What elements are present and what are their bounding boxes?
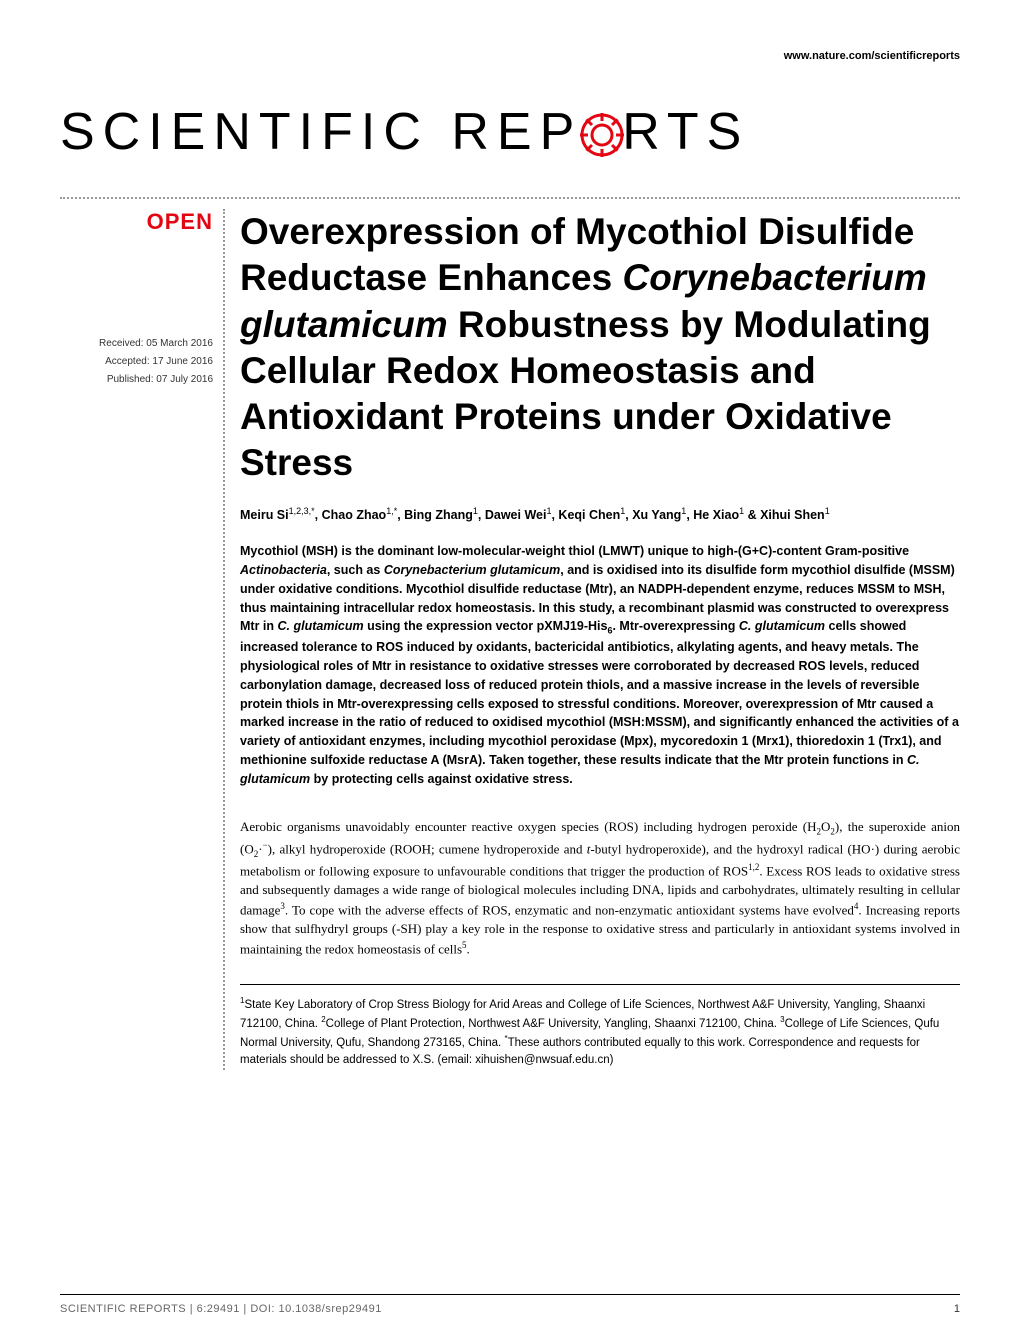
footer-citation: SCIENTIFIC REPORTS | 6:29491 | DOI: 10.1… bbox=[60, 1303, 382, 1315]
date-received: Received: 05 March 2016 bbox=[60, 335, 213, 353]
main-content: OPEN Received: 05 March 2016 Accepted: 1… bbox=[60, 209, 960, 1070]
affiliations-divider bbox=[240, 984, 960, 985]
left-column: OPEN Received: 05 March 2016 Accepted: 1… bbox=[60, 209, 225, 1070]
body-paragraph: Aerobic organisms unavoidably encounter … bbox=[240, 818, 960, 959]
page-footer: SCIENTIFIC REPORTS | 6:29491 | DOI: 10.1… bbox=[60, 1294, 960, 1315]
date-accepted: Accepted: 17 June 2016 bbox=[60, 353, 213, 371]
journal-logo: SCIENTIFIC REP RTS bbox=[60, 102, 960, 162]
footer-page-number: 1 bbox=[954, 1303, 960, 1315]
page-container: www.nature.com/scientificreports SCIENTI… bbox=[0, 0, 1020, 1340]
date-published: Published: 07 July 2016 bbox=[60, 371, 213, 389]
article-title: Overexpression of Mycothiol Disulfide Re… bbox=[240, 209, 960, 487]
logo-text-3: RTS bbox=[622, 103, 749, 161]
logo-text-2: REP bbox=[451, 103, 582, 161]
open-access-badge: OPEN bbox=[60, 209, 213, 235]
header-url[interactable]: www.nature.com/scientificreports bbox=[60, 50, 960, 62]
right-column: Overexpression of Mycothiol Disulfide Re… bbox=[240, 209, 960, 1070]
gear-icon bbox=[578, 111, 626, 159]
abstract: Mycothiol (MSH) is the dominant low-mole… bbox=[240, 542, 960, 788]
divider-top bbox=[60, 197, 960, 199]
logo-text-1: SCIENTIFIC bbox=[60, 103, 451, 161]
dates-block: Received: 05 March 2016 Accepted: 17 Jun… bbox=[60, 335, 213, 389]
affiliations: 1State Key Laboratory of Crop Stress Bio… bbox=[240, 995, 960, 1069]
authors-list: Meiru Si1,2,3,*, Chao Zhao1,*, Bing Zhan… bbox=[240, 505, 960, 525]
